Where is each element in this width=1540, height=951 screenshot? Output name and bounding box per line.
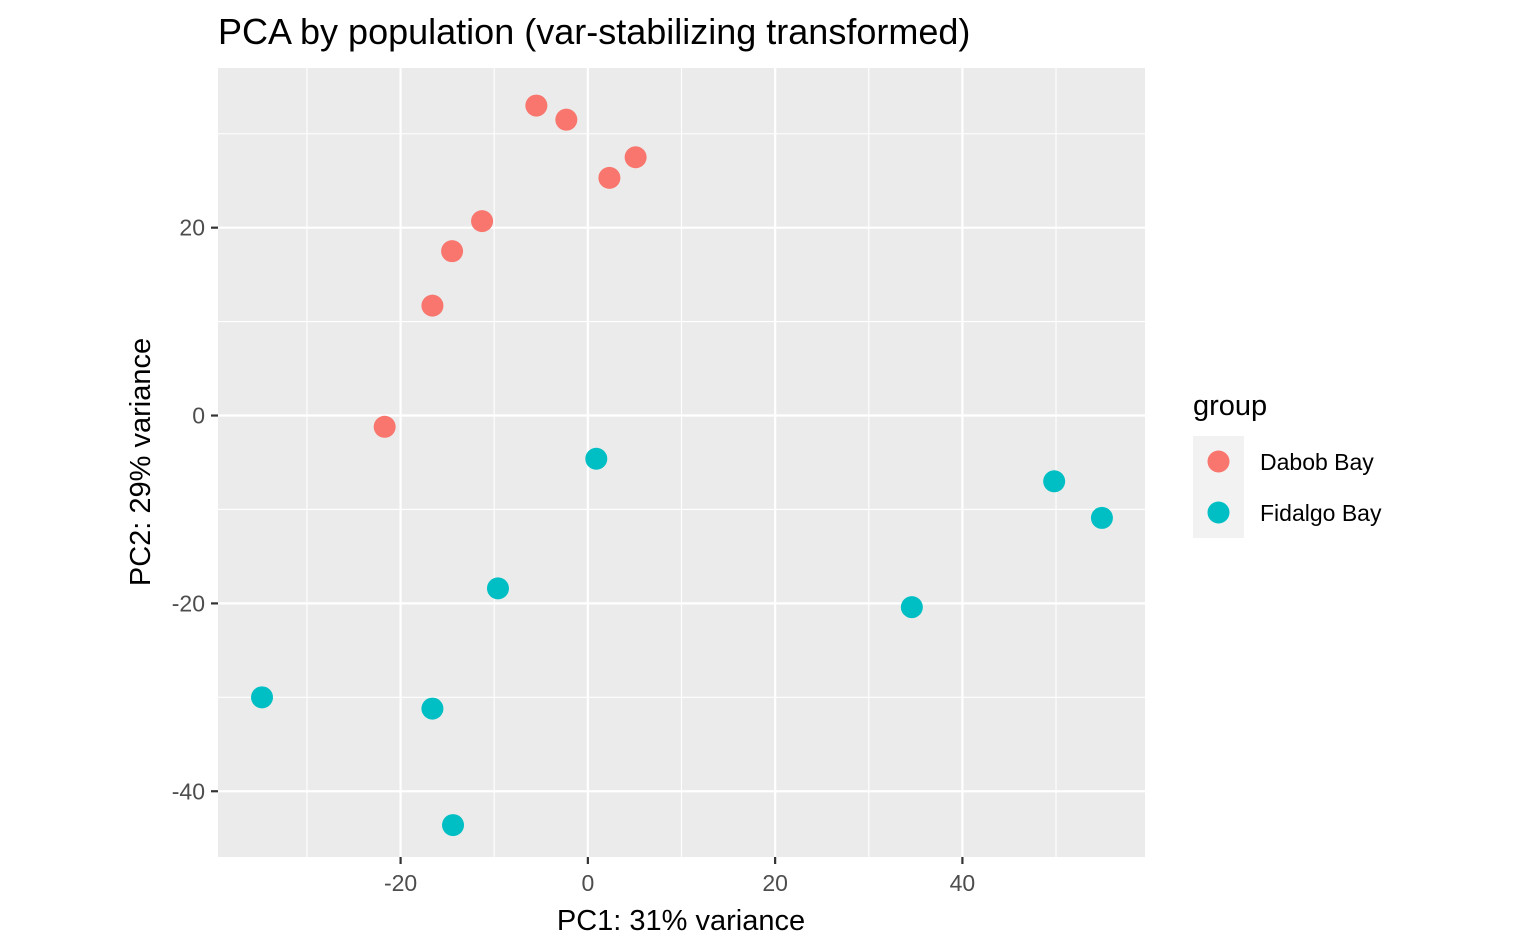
y-axis: -40 -20 0 20	[172, 215, 218, 804]
y-tick-label: 0	[192, 403, 205, 429]
x-axis: -20 0 20 40	[384, 857, 975, 896]
y-axis-title: PC2: 29% variance	[125, 338, 157, 586]
point-fidalgo-bay	[442, 814, 465, 837]
legend-label-fidalgo-bay: Fidalgo Bay	[1260, 500, 1382, 526]
legend: group Dabob Bay Fidalgo Bay	[1193, 390, 1382, 538]
minor-gridlines	[218, 68, 1145, 857]
point-fidalgo-bay	[1090, 506, 1113, 529]
point-fidalgo-bay	[486, 577, 509, 600]
point-dabob-bay	[421, 294, 444, 317]
point-dabob-bay	[598, 166, 621, 189]
point-dabob-bay	[373, 415, 396, 438]
y-tick-label: -20	[172, 590, 205, 616]
point-fidalgo-bay	[585, 447, 608, 470]
point-dabob-bay	[624, 146, 647, 169]
legend-title: group	[1193, 390, 1267, 422]
y-tick-label: -40	[172, 778, 205, 804]
data-points	[251, 94, 1113, 837]
point-dabob-bay	[525, 94, 548, 117]
point-fidalgo-bay	[1043, 470, 1066, 493]
x-tick-label: 20	[762, 870, 788, 896]
point-fidalgo-bay	[251, 686, 274, 709]
y-tick-label: 20	[179, 215, 205, 241]
point-fidalgo-bay	[900, 596, 923, 619]
legend-marker-dabob-bay	[1207, 450, 1230, 473]
point-fidalgo-bay	[421, 697, 444, 720]
chart-title: PCA by population (var-stabilizing trans…	[218, 11, 970, 52]
legend-label-dabob-bay: Dabob Bay	[1260, 449, 1374, 475]
legend-marker-fidalgo-bay	[1207, 501, 1230, 524]
point-dabob-bay	[555, 108, 578, 131]
x-axis-title: PC1: 31% variance	[557, 905, 805, 937]
x-tick-label: -20	[384, 870, 417, 896]
x-tick-label: 40	[950, 870, 976, 896]
x-tick-label: 0	[581, 870, 594, 896]
point-dabob-bay	[441, 240, 464, 263]
point-dabob-bay	[471, 210, 494, 233]
